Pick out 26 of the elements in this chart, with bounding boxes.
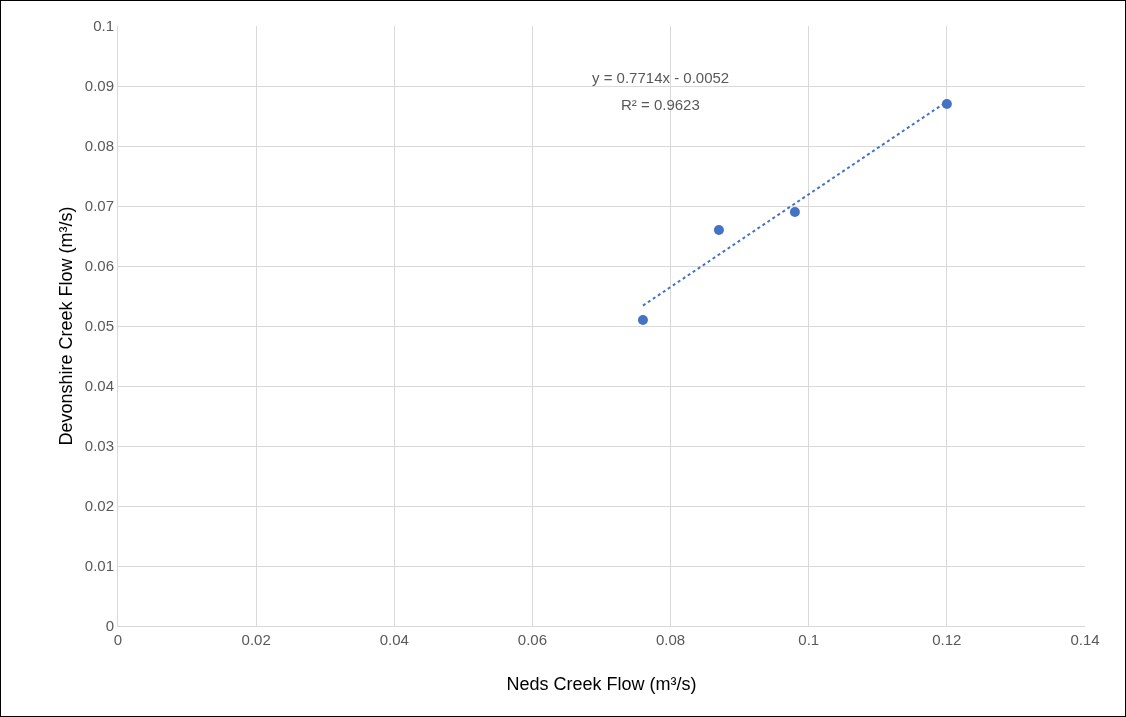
y-tick-label: 0 [105, 617, 114, 635]
y-tick-label: 0.02 [84, 497, 114, 515]
y-tick-label: 0.04 [84, 377, 114, 395]
point [637, 315, 648, 325]
y-tick-label: 0.1 [93, 17, 114, 35]
point [941, 99, 952, 109]
annotation: R² = 0.9623 [621, 96, 700, 113]
y-axis-title: Devonshire Creek Flow (m³/s) [56, 206, 76, 446]
x-tick-label: 0.02 [241, 631, 271, 648]
x-tick-label: 0.12 [932, 631, 962, 648]
x-tick-label: 0.04 [379, 631, 409, 648]
x-tick-label: 0.08 [655, 631, 686, 648]
y-tick-label: 0.08 [84, 137, 114, 155]
y-tick-label: 0.07 [84, 197, 114, 215]
y-tick-label: 0.01 [84, 557, 114, 575]
y-tick-label: 0.09 [84, 77, 114, 95]
y-tick-label: 0.03 [84, 437, 114, 455]
point [789, 207, 800, 217]
x-axis-title: Neds Creek Flow (m³/s) [506, 674, 697, 694]
x-tick-label: 0.06 [517, 631, 548, 648]
x-tick-label: 0.1 [798, 631, 820, 648]
point [713, 225, 724, 235]
x-tick-label: 0.14 [1070, 631, 1100, 648]
annotation: y = 0.7714x - 0.0052 [592, 69, 730, 86]
y-tick-label: 0.06 [84, 257, 114, 275]
y-tick-label: 0.05 [84, 317, 114, 335]
